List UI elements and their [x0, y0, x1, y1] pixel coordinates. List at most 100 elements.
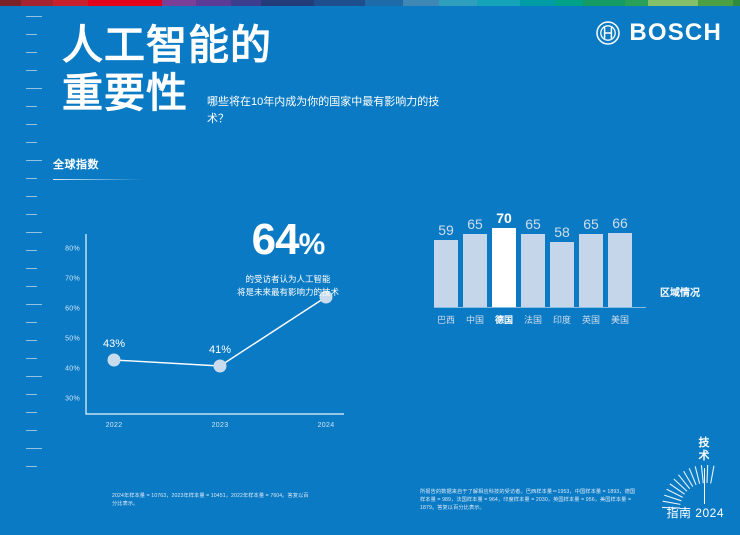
- line-chart-x-tick-label: 2023: [211, 422, 229, 429]
- global-index-section-label: 全球指数: [53, 156, 143, 180]
- ruler-tick: [26, 412, 37, 413]
- callout-description-line-2: 将是未来最有影响力的技术: [236, 287, 339, 297]
- bar-chart-bar-group: 58: [550, 197, 574, 307]
- brand-color-segment: [88, 0, 163, 6]
- bar-chart-value-label: 65: [467, 215, 483, 232]
- ruler-tick: [26, 286, 37, 287]
- ruler-tick: [26, 34, 37, 35]
- brand-color-segment: [364, 0, 404, 6]
- ruler-tick: [26, 268, 37, 269]
- bar-chart-baseline: [434, 307, 646, 308]
- line-chart-y-tick-label: 70%: [65, 275, 80, 283]
- bar-chart-bar-group: 66: [608, 197, 632, 307]
- line-chart-y-tick-label: 30%: [65, 395, 80, 403]
- compass-ray: [664, 494, 682, 502]
- bosch-logo: BOSCH: [596, 19, 722, 47]
- ruler-tick: [26, 52, 37, 53]
- callout-value: 64%: [218, 218, 358, 267]
- bar-chart-category-label: 中国: [465, 315, 484, 325]
- bar-chart-bar-group: 65: [463, 197, 487, 307]
- callout-description-line-1: 的受访者认为人工智能: [245, 274, 331, 284]
- compass-ray: [706, 465, 709, 484]
- brand-color-segment: [438, 0, 478, 6]
- compass-ray: [662, 500, 681, 505]
- title-line-1: 人工智能的: [62, 22, 272, 68]
- subtitle-question: 哪些将在10年内成为你的国家中最有影响力的技术？: [207, 96, 440, 125]
- bar-chart-bar-group: 59: [434, 197, 458, 307]
- line-chart-y-tick-label: 80%: [65, 245, 80, 253]
- ruler-tick: [26, 196, 37, 197]
- ruler-tick: [26, 250, 37, 251]
- bar-chart-bar-group: 65: [579, 197, 603, 307]
- brand-color-segment: [195, 0, 231, 6]
- line-chart-x-tick-label: 2022: [105, 422, 123, 429]
- compass-ray: [678, 474, 691, 490]
- brand-color-segment: [583, 0, 626, 6]
- bar-chart-bar: [521, 233, 545, 307]
- bar-chart-value-label: 66: [612, 214, 628, 231]
- ruler-tick: [26, 376, 42, 377]
- compass-ray: [666, 488, 683, 498]
- bar-chart-value-label: 59: [438, 222, 454, 239]
- ruler-tick: [26, 304, 42, 305]
- ruler-tick: [26, 394, 37, 395]
- ruler-tick: [26, 214, 37, 215]
- title-line-2: 重要性: [62, 70, 188, 116]
- line-chart-axes: [85, 234, 344, 415]
- line-chart-data-point: [213, 359, 227, 373]
- ruler-tick: [26, 466, 37, 467]
- bar-chart-bar-group: 65: [521, 197, 545, 307]
- bar-chart-bars: 59 65 70 65 58 65 66: [434, 197, 632, 307]
- brand-color-segment: [477, 0, 520, 6]
- brand-color-segment: [648, 0, 698, 6]
- bar-chart-bar: [492, 228, 516, 307]
- footnote-left: 2024年样本量 = 10763，2023年样本量 = 10451，2022年样…: [112, 493, 309, 507]
- ruler-tick: [26, 16, 42, 17]
- regional-section-label: 区域情况: [660, 288, 700, 299]
- global-index-underline: [53, 179, 143, 180]
- bar-chart-category-label: 法国: [523, 315, 542, 325]
- bar-chart-bar: [608, 232, 632, 307]
- brand-color-segment: [313, 0, 365, 6]
- bar-chart-value-label: 58: [554, 223, 570, 240]
- brand-color-segment: [554, 0, 584, 6]
- bar-chart-bar: [463, 233, 487, 307]
- compass-ray: [700, 465, 704, 484]
- compass-ray: [694, 466, 701, 484]
- ruler-tick: [26, 178, 37, 179]
- bosch-wordmark: BOSCH: [629, 19, 722, 46]
- compass-ray: [710, 465, 715, 484]
- brand-color-segment: [519, 0, 555, 6]
- brand-color-segment: [260, 0, 314, 6]
- bar-chart-value-label: 65: [583, 215, 599, 232]
- ruler-tick: [26, 88, 42, 89]
- ruler-tick: [26, 232, 42, 233]
- line-chart-data-point: [107, 353, 121, 367]
- bar-chart-value-label: 65: [525, 215, 541, 232]
- left-ruler-decoration: [26, 16, 48, 486]
- bar-chart-category-labels: 巴西 中国 德国 法国 印度 英国 美国: [434, 313, 632, 326]
- compass-ray: [683, 470, 694, 487]
- brand-color-segment: [697, 0, 733, 6]
- line-chart-y-tick-label: 60%: [65, 305, 80, 313]
- line-chart-plot: [85, 234, 344, 415]
- brand-color-segment: [162, 0, 196, 6]
- brand-color-segment: [732, 0, 740, 6]
- bar-chart-bar: [550, 241, 574, 307]
- brand-color-segment: [0, 0, 22, 6]
- bar-chart-bar-group: 70: [492, 197, 516, 307]
- ruler-tick: [26, 70, 37, 71]
- bar-chart-bar: [434, 240, 458, 307]
- global-index-line-chart: 80% 70% 60% 50% 40% 30% 43% 41% 2022 2023 2024: [48, 228, 348, 443]
- brand-vertical-char: 术: [698, 450, 710, 462]
- global-index-label-text: 全球指数: [53, 159, 99, 171]
- ruler-tick: [26, 322, 37, 323]
- line-chart-y-tick-label: 50%: [65, 335, 80, 343]
- compass-ray: [662, 506, 681, 509]
- ruler-tick: [26, 106, 37, 107]
- brand-color-bar: [0, 0, 740, 6]
- callout-number: 64: [251, 215, 300, 264]
- compass-ray: [669, 483, 685, 495]
- bar-chart-category-label: 印度: [552, 315, 571, 325]
